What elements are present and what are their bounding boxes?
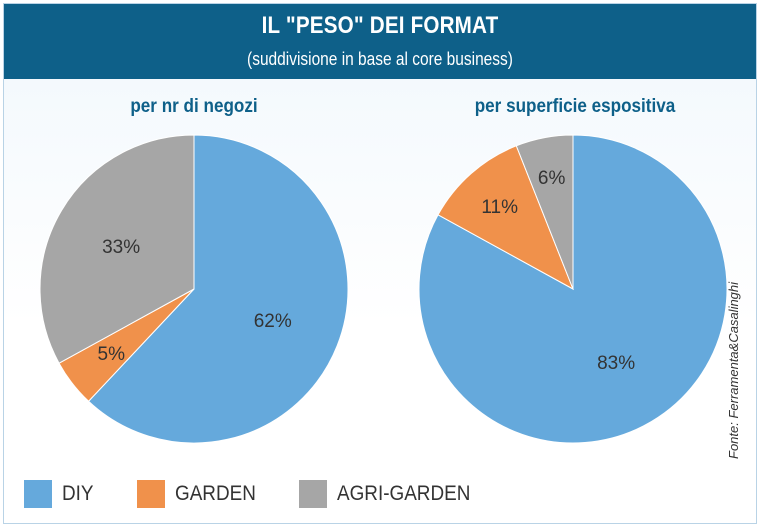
pie-slice-label-garden: 11% bbox=[481, 197, 518, 218]
legend-swatch-garden bbox=[137, 480, 165, 508]
pie-slice-label-agri-garden: 33% bbox=[102, 237, 140, 258]
chart-title-stores: per nr di negozi bbox=[130, 96, 258, 117]
legend-swatch-agri-garden bbox=[299, 480, 327, 508]
page-subtitle: (suddivisione in base al core business) bbox=[247, 49, 513, 69]
page-title: IL "PESO" DEI FORMAT bbox=[261, 12, 499, 39]
pie-slice-label-garden: 5% bbox=[98, 344, 126, 365]
pie-slice-label-agri-garden: 6% bbox=[538, 168, 566, 189]
pie-slice-diy bbox=[87, 134, 349, 444]
legend-swatch-diy bbox=[24, 480, 52, 508]
pie-charts: 62% 5% 33% 83% 11% 6% bbox=[39, 134, 728, 444]
infographic-frame: IL "PESO" DEI FORMAT (suddivisione in ba… bbox=[3, 3, 757, 524]
pie-slice-agri-garden bbox=[515, 134, 574, 290]
source-note: Fonte: Ferramenta&Casalinghi bbox=[726, 281, 741, 459]
legend-label-garden: GARDEN bbox=[175, 482, 256, 505]
pie-slice-garden bbox=[437, 145, 574, 291]
pie-slice-label-diy: 83% bbox=[597, 353, 635, 374]
legend-label-agri-garden: AGRI-GARDEN bbox=[337, 482, 471, 505]
pie-slice-agri-garden bbox=[39, 134, 195, 364]
pie-slice-label-diy: 62% bbox=[254, 311, 292, 332]
header-bar: IL "PESO" DEI FORMAT (suddivisione in ba… bbox=[4, 4, 756, 79]
pie-stores: 62% 5% 33% bbox=[39, 134, 349, 444]
pie-surface: 83% 11% 6% bbox=[418, 134, 728, 444]
chart-title-surface: per superficie espositiva bbox=[474, 96, 676, 117]
legend-label-diy: DIY bbox=[62, 482, 94, 505]
